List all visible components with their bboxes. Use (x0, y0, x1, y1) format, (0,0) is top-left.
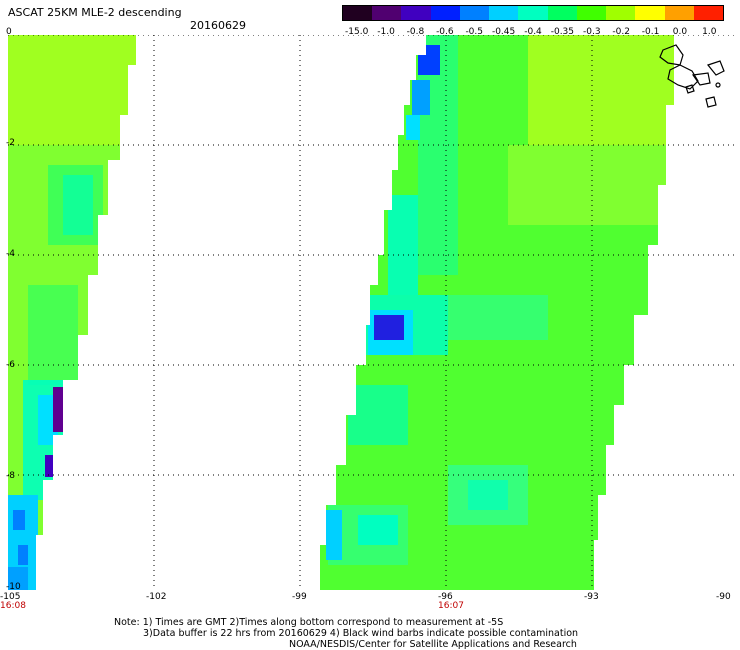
colorbar-segment (547, 6, 577, 20)
colorbar-segment (401, 6, 431, 20)
colorbar-segment (459, 6, 490, 20)
product-date: 20160629 (190, 19, 246, 32)
colorbar-tick-label: 0.0 (672, 27, 688, 37)
colorbar-tick-label: -0.8 (406, 27, 425, 37)
colorbar-tick-label: -0.35 (550, 27, 575, 37)
lat-lon-grid (8, 35, 738, 590)
colorbar-segment (343, 6, 373, 20)
colorbar-tick-label: -0.2 (612, 27, 630, 37)
colorbar-segment (489, 6, 519, 20)
lon-tick-label: -102 (146, 592, 167, 602)
right-swath (320, 35, 674, 590)
lon-tick-label: -93 (584, 592, 599, 602)
pass-time-label: 16:08 (0, 601, 26, 611)
colorbar-tick-label: -15.0 (345, 27, 369, 37)
colorbar-segment (430, 6, 460, 20)
colorbar-segment (576, 6, 607, 20)
lon-tick-label: -90 (716, 592, 731, 602)
coastline-galapagos (659, 44, 725, 108)
pass-time-label: 16:07 (438, 601, 464, 611)
colorbar-tick-label: -0.4 (524, 27, 542, 37)
lat-tick-label: -2 (6, 138, 15, 148)
left-swath (8, 35, 136, 590)
lat-tick-label: -10 (6, 582, 21, 592)
colorbar-tick-label: -0.3 (582, 27, 601, 37)
lat-tick-label: -8 (6, 471, 15, 481)
note-line-2: 3)Data buffer is 22 hrs from 20160629 4)… (143, 628, 579, 639)
note-line-3: NOAA/NESDIS/Center for Satellite Applica… (289, 639, 577, 650)
colorbar-tick-label: 1.0 (702, 27, 717, 37)
lat-tick-label: -4 (6, 249, 15, 259)
colorbar-tick-label: -0.5 (465, 27, 483, 37)
colorbar-tick-label: -0.45 (491, 27, 516, 37)
lon-tick-label: -99 (292, 592, 307, 602)
lon-tick-label: -96 (438, 592, 453, 602)
colorbar-tick-label: -1.0 (377, 27, 395, 37)
colorbar-segment (518, 6, 548, 20)
colorbar-segment (635, 6, 665, 20)
colorbar-segment (372, 6, 402, 20)
colorbar-segment (664, 6, 694, 20)
lat-tick-label: -6 (6, 360, 15, 370)
colorbar-segment (606, 6, 636, 20)
lon-tick-label: -105 (0, 592, 21, 602)
note-line-1: Note: 1) Times are GMT 2)Times along bot… (114, 617, 504, 628)
colorbar-segment (693, 6, 724, 20)
lat-tick-label: 0 (6, 27, 12, 37)
colorbar (342, 5, 724, 21)
map-plot (8, 35, 738, 590)
product-title: ASCAT 25KM MLE-2 descending (8, 6, 182, 19)
colorbar-tick-label: -0.1 (641, 27, 660, 37)
colorbar-tick-label: -0.6 (436, 27, 454, 37)
